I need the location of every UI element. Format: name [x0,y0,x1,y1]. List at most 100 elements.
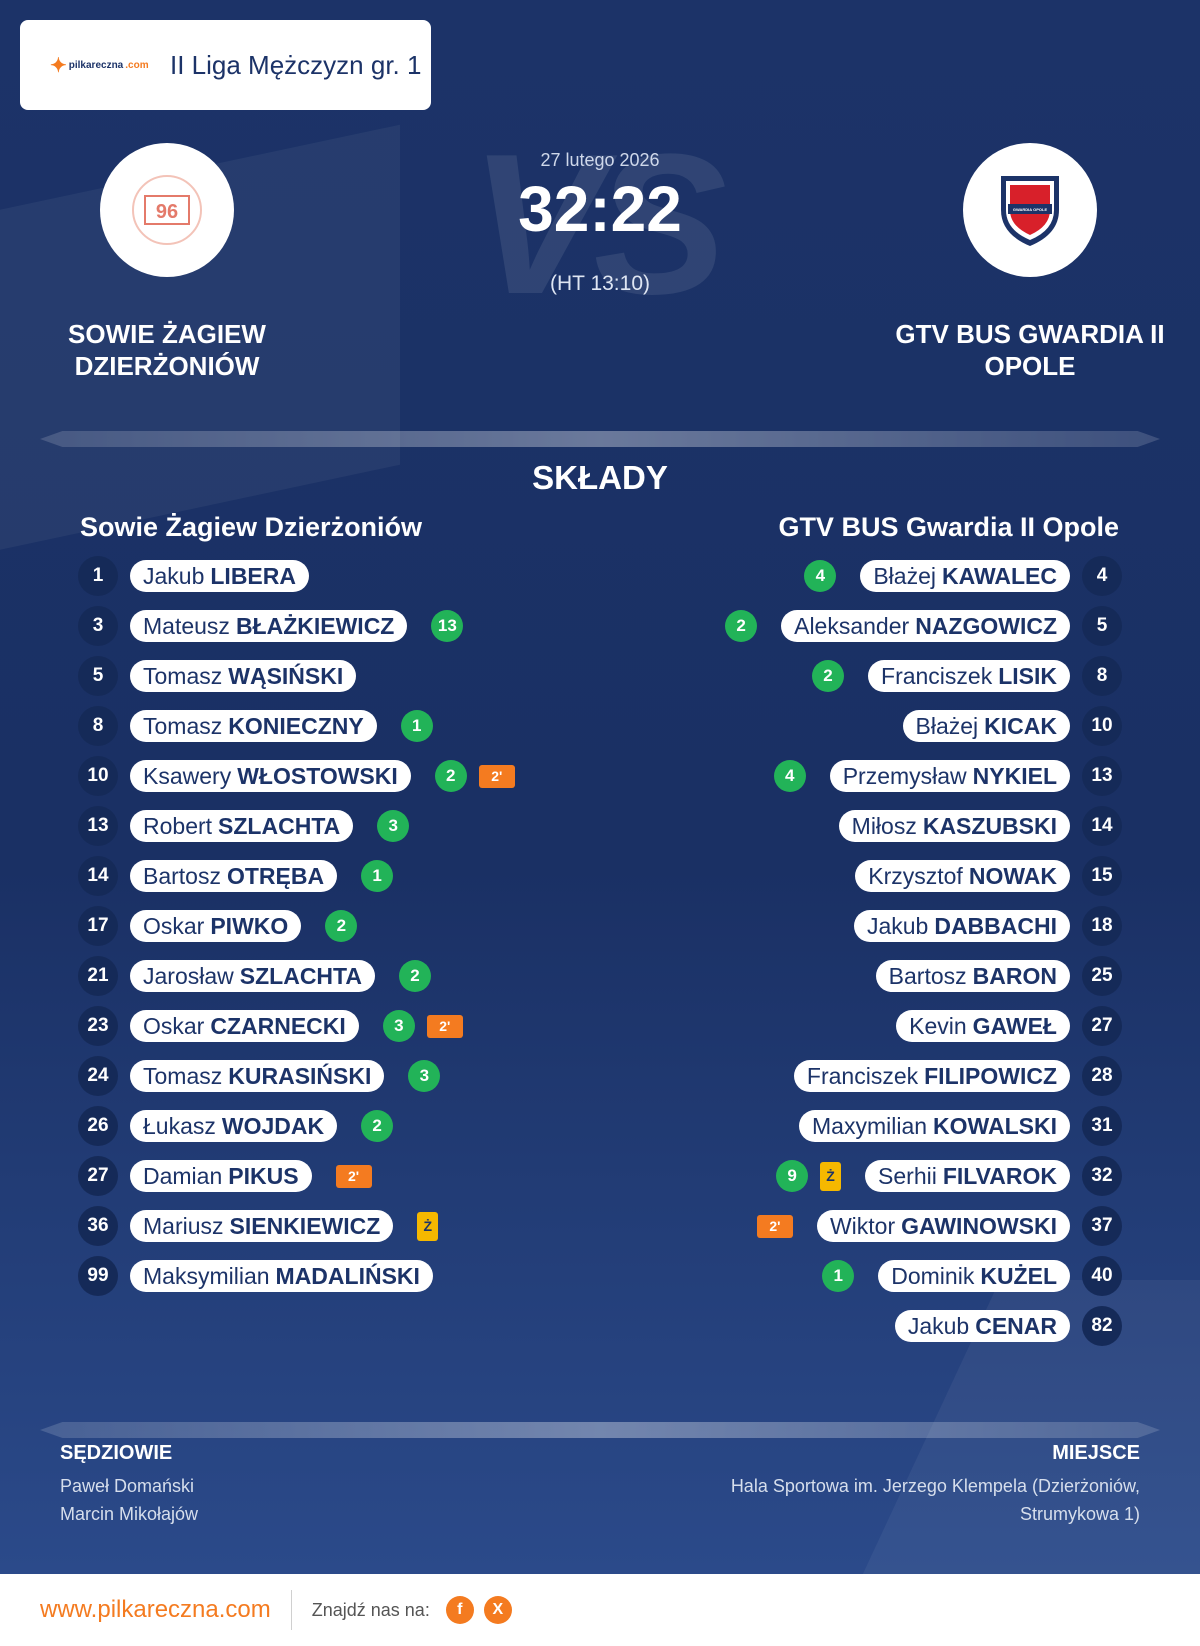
player-number: 40 [1082,1256,1122,1296]
player-row: 82 Jakub CENAR [894,1306,1122,1346]
player-first-name: Dominik [891,1262,975,1289]
svg-text:GWARDIA OPOLE: GWARDIA OPOLE [1013,207,1048,212]
player-first-name: Tomasz [143,712,223,739]
player-number: 27 [78,1156,118,1196]
player-name: Dominik KUŻEL [878,1260,1070,1292]
player-first-name: Wiktor [829,1212,896,1239]
player-last-name: BŁAŻKIEWICZ [235,612,395,639]
player-last-name: SZLACHTA [218,812,341,839]
player-name: Serhii FILVAROK [865,1160,1070,1192]
player-number: 17 [78,906,118,946]
player-number: 10 [1082,706,1122,746]
away-team-name: GTV BUS GWARDIA II OPOLE [865,318,1195,382]
referee-name: Marcin Mikołajów [60,1504,199,1524]
player-last-name: WĄSIŃSKI [228,662,344,689]
player-name: Oskar CZARNECKI [130,1010,359,1042]
player-first-name: Serhii [878,1162,937,1189]
x-icon[interactable]: X [483,1596,512,1624]
player-last-name: KICAK [984,712,1057,739]
player-last-name: MADALIŃSKI [275,1262,420,1289]
player-row: 1 Jakub LIBERA [78,556,309,596]
player-row: 10 Ksawery WŁOSTOWSKI 2 2' [78,756,515,796]
player-last-name: LIBERA [210,562,296,589]
suspension-badge: 2' [478,764,515,788]
player-number: 14 [1082,806,1122,846]
player-first-name: Aleksander [794,612,910,639]
player-name: Aleksander NAZGOWICZ [781,610,1070,642]
player-number: 15 [1082,856,1122,896]
find-us-label: Znajdź nas na: [311,1599,430,1620]
handball-player-icon: ✦ [50,54,67,77]
player-name: Maxymilian KOWALSKI [799,1110,1070,1142]
player-last-name: GAWEŁ [972,1012,1057,1039]
player-number: 14 [78,856,118,896]
player-first-name: Tomasz [143,662,223,689]
player-last-name: OTRĘBA [226,862,325,889]
home-team-logo: 96 [100,143,234,277]
player-last-name: KAWALEC [942,562,1057,589]
player-first-name: Damian [143,1162,223,1189]
player-row: 14 Miłosz KASZUBSKI [838,806,1122,846]
player-first-name: Bartosz [888,962,967,989]
player-name: Łukasz WOJDAK [130,1110,338,1142]
player-number: 5 [1082,606,1122,646]
website-link[interactable]: www.pilkareczna.com [40,1596,271,1623]
player-row: 13 Przemysław NYKIEL 4 [773,756,1122,796]
facebook-icon[interactable]: f [445,1596,474,1624]
player-row: 14 Bartosz OTRĘBA 1 [78,856,394,896]
player-row: 37 Wiktor GAWINOWSKI 2' [756,1206,1122,1246]
player-first-name: Miłosz [851,812,917,839]
player-number: 26 [78,1106,118,1146]
player-first-name: Błażej [873,562,936,589]
referees-heading: SĘDZIOWIE [60,1442,173,1464]
goals-badge: 1 [400,710,433,742]
player-name: Mariusz SIENKIEWICZ [130,1210,394,1242]
divider [40,431,1160,447]
player-name: Przemysław NYKIEL [829,760,1070,792]
player-name: Franciszek FILIPOWICZ [793,1060,1070,1092]
home-lineup-heading: Sowie Żagiew Dzierżoniów [80,512,423,542]
player-first-name: Łukasz [143,1112,216,1139]
sowie-crest-icon: 96 [132,175,202,245]
referee-name: Paweł Domański [60,1476,195,1496]
player-last-name: BARON [972,962,1057,989]
player-number: 8 [1082,656,1122,696]
player-row: 13 Robert SZLACHTA 3 [78,806,410,846]
player-number: 25 [1082,956,1122,996]
svg-text:96: 96 [156,201,178,223]
player-row: 99 Maksymilian MADALIŃSKI [78,1256,433,1296]
player-row: 23 Oskar CZARNECKI 3 2' [78,1006,463,1046]
player-first-name: Robert [143,812,213,839]
player-first-name: Jakub [143,562,205,589]
player-last-name: NAZGOWICZ [915,612,1057,639]
player-last-name: FILVAROK [942,1162,1057,1189]
halftime-score: (HT 13:10) [550,272,650,295]
goals-badge: 2 [725,610,758,642]
player-last-name: CZARNECKI [210,1012,346,1039]
player-last-name: WŁOSTOWSKI [237,762,398,789]
league-name: II Liga Mężczyzn gr. 1 [170,49,422,80]
player-first-name: Jakub [907,1312,970,1339]
player-last-name: GAWINOWSKI [901,1212,1057,1239]
player-name: Błażej KICAK [902,710,1070,742]
player-number: 1 [78,556,118,596]
venue-line: Strumykowa 1) [1019,1504,1140,1524]
player-first-name: Kevin [909,1012,967,1039]
player-last-name: KUŻEL [980,1262,1057,1289]
player-last-name: KURASIŃSKI [228,1062,372,1089]
player-row: 8 Franciszek LISIK 2 [812,656,1122,696]
player-number: 8 [78,706,118,746]
away-team-name-line1: GTV BUS GWARDIA II [895,319,1165,349]
player-last-name: KASZUBSKI [922,812,1057,839]
player-name: Krzysztof NOWAK [855,860,1070,892]
away-team-logo: GWARDIA OPOLE [963,143,1097,277]
player-name: Błażej KAWALEC [860,560,1070,592]
player-number: 3 [78,606,118,646]
player-name: Jakub DABBACHI [853,910,1070,942]
player-first-name: Franciszek [806,1062,919,1089]
player-number: 31 [1082,1106,1122,1146]
player-number: 28 [1082,1056,1122,1096]
referees-list: Paweł Domański Marcin Mikołajów [60,1472,198,1528]
footer-divider [290,1590,292,1630]
player-row: 32 Serhii FILVAROK Ż 9 [776,1156,1122,1196]
